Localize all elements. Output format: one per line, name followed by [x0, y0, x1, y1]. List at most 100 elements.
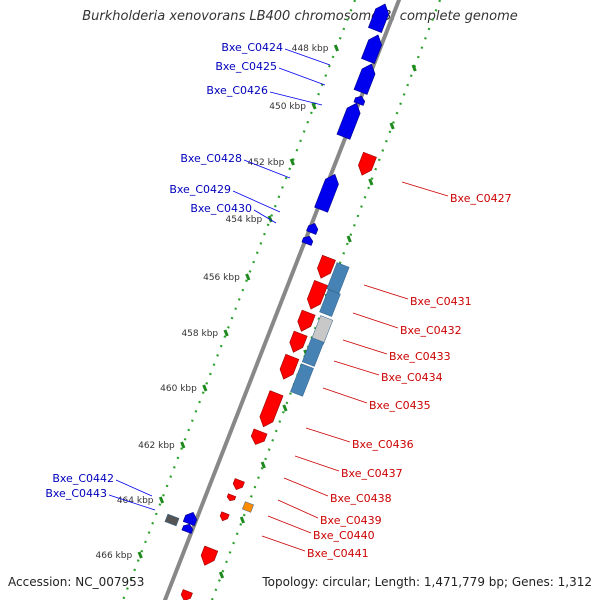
leader-line: [267, 515, 312, 534]
gene-label-bxe-c0425: Bxe_C0425: [215, 60, 277, 73]
gene-label-bxe-c0437: Bxe_C0437: [341, 467, 403, 480]
tick-mark: [311, 102, 317, 110]
tick-mark: [223, 329, 229, 337]
tick-mark: [180, 441, 186, 449]
reverse-gene-block: [336, 102, 361, 140]
leader-line: [283, 477, 329, 497]
rna-block: [290, 363, 314, 397]
gene-labels: Bxe_C0424 Bxe_C0425 Bxe_C0426 Bxe_C0428 Bxe_…: [45, 41, 511, 560]
reverse-gene-block: [368, 3, 390, 33]
orange-block: [242, 501, 254, 513]
forward-gene-block: [200, 545, 219, 566]
reverse-gene-block: [181, 523, 194, 534]
tick-mark: [239, 516, 245, 524]
gene-label-bxe-c0441: Bxe_C0441: [307, 547, 369, 560]
forward-gene-block: [279, 353, 300, 380]
leader-line: [253, 209, 277, 224]
gene-label-bxe-c0438: Bxe_C0438: [330, 492, 392, 505]
gene-label-bxe-c0436: Bxe_C0436: [352, 438, 414, 451]
tick-mark: [245, 273, 251, 281]
reverse-gene-block: [361, 34, 383, 64]
map-title: Burkholderia xenovorans LB400 chromosome…: [82, 9, 518, 24]
gene-label-bxe-c0428: Bxe_C0428: [180, 152, 242, 165]
tick-mark: [137, 551, 143, 559]
tick-label: 458 kbp: [181, 329, 218, 339]
leader-line: [115, 479, 153, 497]
reverse-gene-block: [314, 173, 339, 213]
gene-label-bxe-c0439: Bxe_C0439: [320, 514, 382, 527]
leader-line: [277, 499, 319, 519]
gene-label-bxe-c0424: Bxe_C0424: [221, 41, 283, 54]
gene-label-bxe-c0426: Bxe_C0426: [206, 84, 268, 97]
gene-label-bxe-c0430: Bxe_C0430: [190, 202, 252, 215]
forward-gene-block: [259, 390, 284, 428]
tick-label: 452 kbp: [248, 158, 285, 168]
tick-mark: [282, 404, 288, 412]
leader-line: [322, 387, 368, 404]
tick-mark: [267, 215, 273, 223]
gene-label-bxe-c0433: Bxe_C0433: [389, 350, 451, 363]
tick-label: 466 kbp: [96, 551, 133, 561]
tick-label: 464 kbp: [117, 496, 154, 506]
tick-mark: [389, 122, 395, 130]
gene-label-bxe-c0435: Bxe_C0435: [369, 399, 431, 412]
dotted-guide-1: [121, 0, 357, 600]
tick-mark: [260, 461, 266, 469]
leader-line: [294, 455, 340, 472]
gene-label-bxe-c0442: Bxe_C0442: [52, 472, 114, 485]
leader-line: [108, 494, 156, 511]
tick-label: 450 kbp: [269, 102, 306, 112]
reverse-gene-block: [306, 222, 319, 235]
reverse-gene-block: [182, 512, 198, 527]
tick-label: 460 kbp: [160, 384, 197, 394]
rna-block: [319, 289, 341, 317]
reverse-gene-block: [353, 63, 376, 95]
accession-number: NC_007953: [75, 575, 145, 589]
reverse-gene-block: [301, 235, 314, 246]
leader-line: [333, 360, 380, 376]
rna-block: [301, 337, 325, 367]
tick-label: 462 kbp: [138, 441, 175, 451]
leader-line: [363, 284, 409, 300]
reverse-gene-block: [353, 95, 366, 106]
forward-gene-block: [297, 309, 316, 332]
leader-line: [232, 190, 281, 213]
gene-label-bxe-c0443: Bxe_C0443: [45, 487, 107, 500]
tick-mark: [289, 158, 295, 166]
tick-marks: 448 kbp 450 kbp 452 kbp 454 kbp 456 kbp 458 k…: [96, 44, 417, 579]
leader-line: [401, 181, 449, 197]
leader-line: [352, 312, 399, 329]
tick-mark: [333, 44, 340, 52]
leader-line: [269, 91, 323, 106]
leader-line: [261, 535, 306, 552]
leader-line: [305, 427, 351, 443]
gene-label-bxe-c0429: Bxe_C0429: [169, 183, 231, 196]
forward-gene-block: [289, 330, 308, 353]
tick-mark: [158, 496, 165, 504]
tick-mark: [202, 384, 208, 392]
forward-gene-block: [232, 478, 245, 491]
tick-label: 448 kbp: [292, 44, 329, 54]
label-leader-lines: [108, 48, 449, 552]
gene-label-bxe-c0440: Bxe_C0440: [313, 529, 375, 542]
forward-gene-block: [250, 428, 268, 445]
accession-text: Accession: NC_007953: [8, 575, 144, 589]
forward-gene-block: [317, 254, 336, 279]
leader-line: [278, 67, 326, 86]
gene-label-bxe-c0427: Bxe_C0427: [450, 192, 512, 205]
topology-text: Topology: circular; Length: 1,471,779 bp…: [262, 575, 592, 589]
tick-mark: [218, 571, 225, 579]
forward-gene-block: [358, 151, 377, 176]
tick-mark: [346, 235, 352, 243]
gene-label-bxe-c0434: Bxe_C0434: [381, 371, 443, 384]
forward-gene-block: [226, 493, 237, 502]
gene-features: [164, 3, 390, 600]
forward-gene-block: [219, 511, 230, 522]
accession-label: Accession:: [8, 575, 72, 589]
forward-gene-block: [306, 280, 328, 310]
leader-line: [243, 159, 291, 179]
tick-mark: [411, 64, 417, 72]
tick-label: 456 kbp: [203, 273, 240, 283]
gene-label-bxe-c0431: Bxe_C0431: [410, 295, 472, 308]
